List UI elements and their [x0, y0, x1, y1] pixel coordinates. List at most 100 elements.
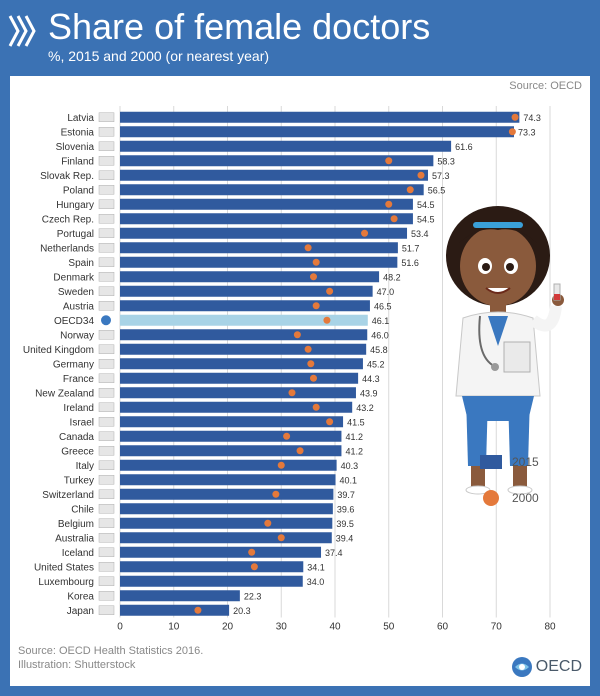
category-label: Estonia	[61, 127, 95, 138]
bar	[120, 300, 370, 312]
legend-bar-swatch	[480, 455, 502, 469]
bar	[120, 358, 363, 370]
x-tick-label: 0	[117, 622, 123, 633]
bar	[120, 590, 240, 602]
bar	[120, 169, 428, 181]
bar	[120, 242, 398, 254]
oecd-globe-icon	[101, 315, 111, 326]
data-label: 34.1	[307, 562, 325, 572]
flag-israel-icon	[98, 417, 115, 427]
flag-belgium-icon	[98, 518, 115, 528]
flag-ireland-icon	[98, 402, 115, 412]
data-label: 53.4	[411, 229, 429, 239]
flag-slovak-rep-icon	[98, 170, 115, 180]
x-tick-label: 40	[329, 622, 341, 633]
x-tick-label: 70	[491, 622, 503, 633]
category-label: Ireland	[63, 403, 94, 414]
data-label: 39.7	[337, 490, 355, 500]
data-label: 61.6	[455, 142, 473, 152]
source-label: Source: OECD	[509, 80, 582, 92]
dot-2000	[250, 563, 258, 571]
data-label: 48.2	[383, 272, 401, 282]
bar	[120, 227, 408, 239]
category-label: Slovenia	[56, 142, 95, 153]
female-doctor-illustration	[446, 206, 564, 495]
data-label: 54.5	[417, 200, 435, 210]
legend-label-2015: 2015	[512, 455, 539, 469]
dot-2000	[194, 606, 202, 614]
page-subtitle: %, 2015 and 2000 (or nearest year)	[48, 48, 270, 64]
flag-czech-rep-icon	[98, 214, 115, 224]
flag-latvia-icon	[98, 112, 115, 122]
flag-sweden-icon	[98, 286, 115, 296]
flag-slovenia-icon	[98, 141, 115, 151]
category-label: Japan	[67, 606, 94, 617]
footer-source-line: Source: OECD Health Statistics 2016.	[18, 645, 204, 657]
page-title: Share of female doctors	[48, 6, 431, 47]
data-label: 39.5	[336, 519, 354, 529]
dot-2000	[417, 171, 425, 179]
data-label: 39.4	[336, 533, 354, 543]
bar	[120, 445, 342, 457]
data-label: 73.3	[518, 127, 536, 137]
x-tick-label: 10	[168, 622, 180, 633]
data-label: 44.3	[362, 374, 380, 384]
flag-estonia-icon	[98, 127, 115, 137]
data-label: 40.1	[340, 475, 358, 485]
flag-hungary-icon	[98, 199, 115, 209]
data-label: 51.7	[402, 243, 420, 253]
category-label: Hungary	[56, 200, 94, 211]
bar	[120, 111, 520, 123]
flag-australia-icon	[98, 533, 115, 543]
category-label: Switzerland	[42, 490, 94, 501]
dot-2000	[385, 200, 393, 208]
data-label: 45.8	[370, 345, 388, 355]
highlight-bar	[120, 314, 368, 326]
flag-finland-icon	[98, 156, 115, 166]
dot-2000	[508, 128, 516, 136]
dot-2000	[361, 229, 369, 237]
category-label: United States	[34, 562, 94, 573]
bar	[120, 430, 342, 442]
category-label: Israel	[70, 417, 94, 428]
legend-label-2000: 2000	[512, 491, 539, 505]
bar	[120, 604, 230, 616]
x-tick-label: 60	[437, 622, 449, 633]
flag-chile-icon	[98, 504, 115, 514]
category-label: Latvia	[67, 113, 94, 124]
data-label: 58.3	[437, 156, 455, 166]
bar	[120, 213, 413, 225]
dot-2000	[312, 403, 320, 411]
data-label: 54.5	[417, 214, 435, 224]
data-label: 45.2	[367, 359, 385, 369]
data-label: 57.3	[432, 171, 450, 181]
x-tick-label: 50	[383, 622, 395, 633]
bar	[120, 329, 368, 341]
category-label: Poland	[63, 185, 94, 196]
bar	[120, 561, 304, 573]
flag-korea-icon	[98, 591, 115, 601]
bar	[120, 474, 336, 486]
bar	[120, 285, 373, 297]
dot-2000	[312, 258, 320, 266]
x-tick-label: 80	[544, 622, 556, 633]
category-label: Netherlands	[40, 243, 94, 254]
category-label: Germany	[53, 359, 94, 370]
category-label: Slovak Rep.	[40, 171, 94, 182]
bar	[120, 343, 367, 355]
data-label: 46.0	[371, 330, 389, 340]
data-label: 40.3	[341, 461, 359, 471]
dot-2000	[390, 215, 398, 223]
dot-2000	[288, 389, 296, 397]
category-label: Greece	[61, 446, 94, 457]
flag-norway-icon	[98, 330, 115, 340]
footer-illustration-line: Illustration: Shutterstock	[18, 659, 136, 671]
bar	[120, 517, 333, 529]
category-label: Australia	[55, 533, 94, 544]
flag-luxembourg-icon	[98, 576, 115, 586]
data-label: 20.3	[233, 606, 251, 616]
bar	[120, 416, 344, 428]
flag-netherlands-icon	[98, 243, 115, 253]
data-label: 56.5	[428, 185, 446, 195]
dot-2000	[296, 447, 304, 455]
